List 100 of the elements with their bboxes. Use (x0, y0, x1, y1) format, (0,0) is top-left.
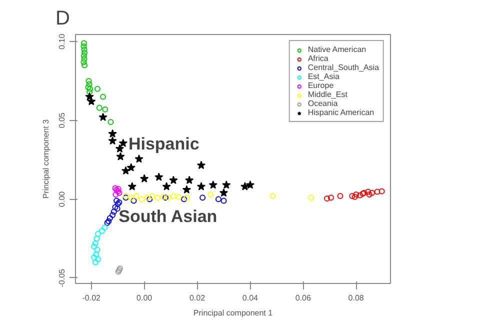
x-tick-label: 0.00 (136, 294, 153, 302)
x-axis-title: Principal component 1 (193, 308, 274, 318)
x-tick-label: 0.08 (348, 294, 364, 302)
point (349, 193, 356, 200)
point (337, 193, 344, 200)
point (134, 154, 144, 163)
point (128, 194, 134, 201)
point (95, 256, 101, 262)
point (93, 251, 100, 258)
point (170, 193, 176, 200)
point (196, 160, 206, 170)
point (91, 243, 98, 250)
legend-label: Native American (308, 45, 366, 54)
point (80, 52, 87, 59)
point (138, 196, 145, 202)
legend-label: Est_Asia (308, 72, 340, 81)
point (80, 43, 87, 50)
point (108, 136, 117, 145)
point (100, 94, 106, 100)
point (328, 194, 334, 201)
point (86, 78, 92, 84)
y-axis-title: Principal component 3 (42, 118, 50, 199)
point (352, 194, 358, 200)
point (128, 182, 136, 190)
point (185, 176, 194, 184)
legend-label: Africa (308, 54, 328, 63)
point (182, 185, 191, 194)
point (208, 180, 218, 189)
legend-label: Europe (308, 81, 334, 90)
point (196, 182, 206, 190)
point (176, 194, 182, 200)
point (114, 206, 120, 212)
legend-label: Oceania (308, 99, 338, 108)
point (165, 194, 172, 201)
point (162, 194, 168, 201)
chart-title: D (56, 8, 70, 30)
point (108, 118, 114, 125)
annotation: South Asian (118, 207, 218, 226)
point (366, 191, 372, 198)
point (110, 208, 117, 215)
point (220, 198, 227, 204)
point (133, 193, 140, 200)
point (81, 56, 88, 62)
legend-label: Central_South_Asia (308, 63, 379, 72)
point (130, 198, 137, 204)
point (87, 96, 96, 106)
point (169, 176, 178, 184)
point (98, 228, 105, 234)
point (92, 259, 98, 266)
point (94, 236, 100, 242)
point (308, 194, 314, 201)
point (87, 86, 94, 92)
point (80, 40, 87, 46)
point (208, 191, 214, 198)
point (126, 163, 136, 172)
point (108, 129, 117, 138)
point (102, 224, 108, 231)
point (181, 196, 188, 202)
point (114, 198, 120, 204)
point (246, 180, 255, 189)
point (91, 254, 98, 260)
point (81, 46, 88, 52)
point (82, 62, 88, 68)
point (106, 215, 113, 222)
point (102, 106, 108, 112)
point (215, 196, 222, 202)
point (118, 138, 128, 147)
point (92, 240, 98, 246)
point (357, 192, 364, 198)
point (86, 81, 92, 88)
point (160, 194, 166, 200)
point (200, 194, 206, 201)
x-tick-label: 0.06 (295, 294, 312, 302)
point (82, 50, 88, 56)
legend-label: Hispanic American (308, 108, 374, 117)
legend-label: Middle_Est (308, 90, 348, 99)
y-tick-label: 0.10 (58, 33, 66, 50)
point (378, 188, 385, 194)
point (144, 194, 150, 201)
x-tick-label: -0.02 (82, 294, 102, 302)
point (140, 174, 149, 182)
point (112, 191, 119, 198)
y-tick-label: 0.00 (58, 190, 66, 207)
point (270, 193, 276, 200)
point (184, 194, 190, 201)
point (95, 230, 101, 237)
point (149, 193, 156, 200)
point (115, 144, 124, 152)
point (162, 182, 171, 190)
point (98, 112, 108, 121)
point (240, 182, 250, 190)
point (80, 59, 87, 66)
point (146, 196, 153, 202)
point (222, 180, 231, 189)
x-tick-label: 0.04 (242, 294, 259, 302)
point (116, 152, 125, 160)
point (96, 104, 102, 111)
y-tick-label: -0.05 (58, 268, 66, 288)
point (112, 204, 118, 210)
point (374, 188, 380, 195)
